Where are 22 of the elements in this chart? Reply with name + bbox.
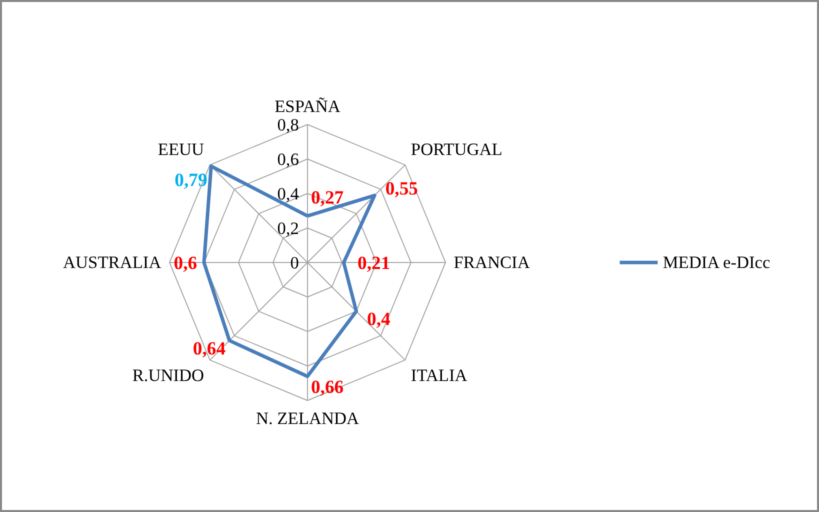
data-label: 0,6 [174,253,198,274]
data-label: 0,55 [385,178,418,200]
y-tick-label: 0,6 [277,150,300,169]
data-label: 0,4 [367,309,390,330]
spoke-label: AUSTRALIA [63,253,162,272]
y-tick-label: 0,2 [277,219,299,238]
spoke-label: R.UNIDO [132,366,204,385]
y-tick-label: 0 [290,254,299,272]
spoke-label: N. ZELANDA [256,408,360,428]
spoke-label: EEUU [158,140,205,160]
y-tick-label: 0,4 [277,184,300,204]
spoke-label: PORTUGAL [410,140,502,160]
data-label: 0,21 [358,253,390,274]
spoke-label: ITALIA [410,366,468,385]
data-label: 0,27 [310,187,344,208]
spoke-label: ESPAÑA [274,97,341,116]
data-label: 0,66 [310,377,344,398]
spoke-label: FRANCIA [454,253,530,272]
data-label: 0,64 [192,338,226,360]
data-label: 0,79 [174,170,208,192]
y-tick-label: 0,8 [277,116,299,134]
legend-label: MEDIA e-DIcc [662,253,770,272]
